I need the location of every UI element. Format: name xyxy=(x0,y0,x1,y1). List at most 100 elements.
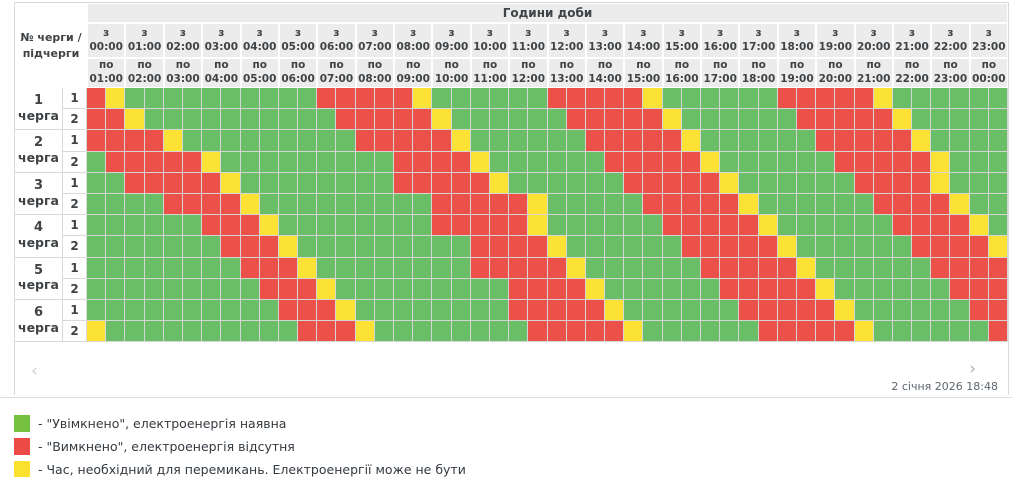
slot-cell xyxy=(336,109,356,131)
hour-header-cell: по 08:00 xyxy=(355,58,394,88)
subqueue-label: 1 xyxy=(63,88,87,110)
slot-cell xyxy=(125,88,145,110)
slot-cell xyxy=(739,236,759,258)
slot-cell xyxy=(796,151,817,173)
slot-cell xyxy=(796,215,817,237)
slot-cell xyxy=(240,215,260,237)
slot-cell xyxy=(720,151,740,173)
slot-cell xyxy=(87,321,107,343)
slot-cell xyxy=(509,257,529,279)
slot-cell xyxy=(854,193,874,216)
slot-cell xyxy=(950,172,970,194)
slot-cell xyxy=(144,278,164,300)
slot-cell xyxy=(374,321,394,343)
queue-label: 1 черга xyxy=(15,88,63,131)
hour-header-cell: з 09:00 xyxy=(432,23,471,58)
hour-header-cell: з 15:00 xyxy=(662,23,701,58)
slot-cell xyxy=(106,299,126,322)
slot-cell xyxy=(547,88,567,110)
slot-cell xyxy=(643,257,663,279)
slot-cell xyxy=(374,109,394,131)
hour-header-cell: з 20:00 xyxy=(854,23,893,58)
slot-cell xyxy=(317,172,337,194)
slot-cell xyxy=(912,278,932,300)
slot-cell xyxy=(605,193,625,216)
slot-cell xyxy=(547,215,567,237)
slot-cell xyxy=(278,236,299,258)
slot-cell xyxy=(202,88,222,110)
slot-cell xyxy=(758,236,778,258)
slot-cell xyxy=(278,321,299,343)
slot-cell xyxy=(355,151,375,173)
slot-cell xyxy=(643,278,663,300)
slot-cell xyxy=(336,88,356,110)
slot-cell xyxy=(394,109,414,131)
slot-cell xyxy=(931,236,951,258)
slot-cell xyxy=(835,172,855,194)
hour-header-cell: з 02:00 xyxy=(163,23,203,58)
slot-cell xyxy=(720,257,740,279)
slot-cell xyxy=(854,236,874,258)
subqueue-label: 2 xyxy=(63,109,87,131)
hour-header-cell: по 17:00 xyxy=(701,58,740,88)
slot-cell xyxy=(106,236,126,258)
slot-cell xyxy=(816,257,836,279)
slot-cell xyxy=(988,236,1008,258)
slot-cell xyxy=(451,130,471,152)
slot-cell xyxy=(106,109,126,131)
slot-cell xyxy=(489,172,510,194)
schedule-updated-timestamp: 2 січня 2026 18:48 xyxy=(891,380,998,393)
slot-cell xyxy=(835,151,855,173)
slot-cell xyxy=(509,299,529,322)
slot-cell xyxy=(854,257,874,279)
legend-item-switch: - Час, необхідний для перемикань. Електр… xyxy=(14,460,466,477)
hour-header-cell: з 23:00 xyxy=(969,23,1008,58)
slot-cell xyxy=(931,151,951,173)
slot-cell xyxy=(624,172,644,194)
slot-cell xyxy=(988,109,1008,131)
hour-header-cell: по 02:00 xyxy=(125,58,164,88)
slot-cell xyxy=(489,151,510,173)
slot-cell xyxy=(547,299,567,322)
slot-cell xyxy=(528,172,548,194)
hour-header-cell: з 06:00 xyxy=(317,23,356,58)
slot-cell xyxy=(931,215,951,237)
slot-cell xyxy=(643,193,663,216)
slot-cell xyxy=(240,88,260,110)
slot-cell xyxy=(758,193,778,216)
slot-cell xyxy=(374,215,394,237)
subqueue-label: 2 xyxy=(63,151,87,173)
hour-header-cell: по 01:00 xyxy=(87,58,126,88)
slot-cell xyxy=(662,299,682,322)
slot-cell xyxy=(106,193,126,216)
queue-label: 6 черга xyxy=(15,299,63,343)
slot-cell xyxy=(144,236,164,258)
slot-cell xyxy=(720,109,740,131)
slot-cell xyxy=(182,88,203,110)
slot-cell xyxy=(509,236,529,258)
slot-cell xyxy=(701,299,721,322)
slot-cell xyxy=(701,193,721,216)
slot-cell xyxy=(240,130,260,152)
slot-cell xyxy=(489,236,510,258)
hour-header-cell: з 11:00 xyxy=(509,23,548,58)
slot-cell xyxy=(298,109,318,131)
slot-cell xyxy=(931,299,951,322)
slot-cell xyxy=(528,130,548,152)
slot-cell xyxy=(701,88,721,110)
slot-cell xyxy=(816,130,836,152)
slot-cell xyxy=(969,299,989,322)
slot-cell xyxy=(624,321,644,343)
next-day-arrow-icon[interactable]: › xyxy=(969,359,976,379)
slot-cell xyxy=(470,215,490,237)
slot-cell xyxy=(758,321,778,343)
prev-day-arrow-icon[interactable]: ‹ xyxy=(31,361,38,381)
slot-cell xyxy=(432,321,452,343)
slot-cell xyxy=(528,257,548,279)
slot-cell xyxy=(835,215,855,237)
slot-cell xyxy=(509,151,529,173)
slot-cell xyxy=(125,109,145,131)
slot-cell xyxy=(202,215,222,237)
slot-cell xyxy=(202,193,222,216)
slot-cell xyxy=(605,172,625,194)
